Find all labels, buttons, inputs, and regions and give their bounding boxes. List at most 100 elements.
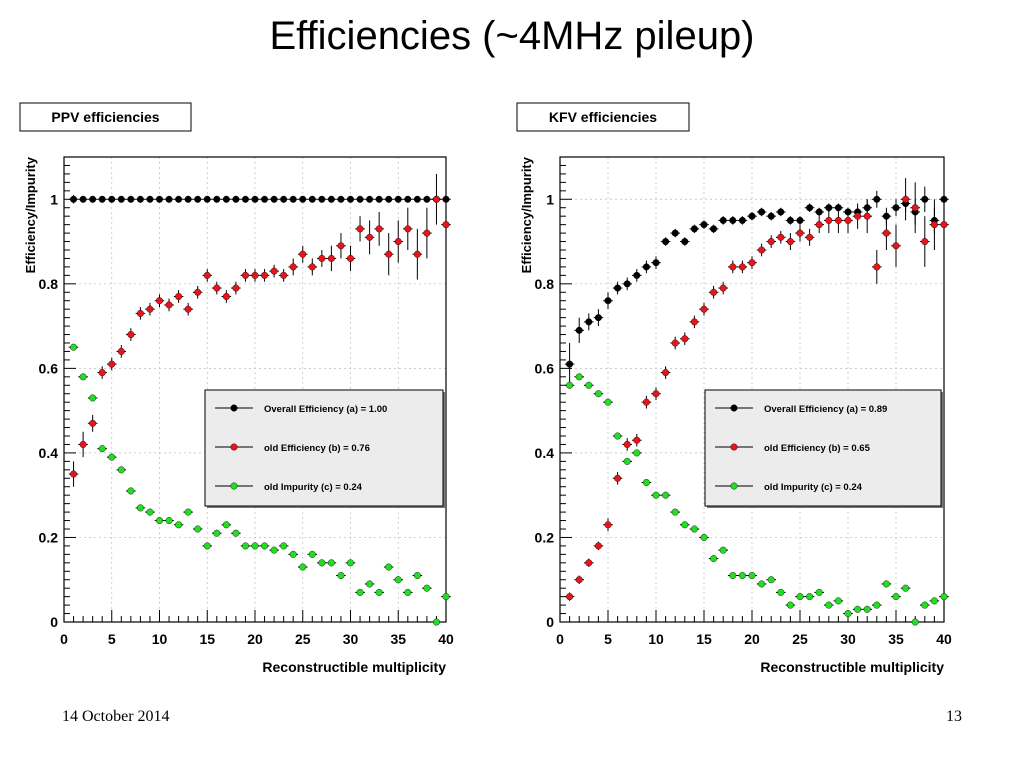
data-point: [767, 576, 775, 584]
data-point: [89, 419, 97, 427]
data-point: [681, 238, 689, 246]
data-point: [786, 601, 794, 609]
data-point: [413, 195, 421, 203]
legend-label: Overall Efficiency (a) = 1.00: [264, 404, 387, 415]
data-point: [136, 195, 144, 203]
data-point: [213, 284, 221, 292]
data-point: [155, 517, 163, 525]
data-point: [117, 195, 125, 203]
x-tick-label: 30: [840, 631, 856, 647]
data-point: [854, 212, 862, 220]
legend-box: [204, 389, 444, 507]
data-point: [222, 293, 230, 301]
data-point: [232, 195, 240, 203]
x-tick-label: 20: [744, 631, 760, 647]
data-point: [442, 221, 450, 229]
data-point: [241, 271, 249, 279]
chart-title-box: [19, 102, 192, 132]
data-point: [930, 597, 938, 605]
data-point: [146, 195, 154, 203]
data-point: [165, 301, 173, 309]
data-point: [241, 542, 249, 550]
data-point: [89, 394, 97, 402]
series-1: [68, 195, 451, 204]
data-point: [70, 470, 78, 478]
data-point: [873, 601, 881, 609]
data-point: [261, 271, 269, 279]
legend-label: old Impurity (c) = 0.24: [764, 482, 863, 493]
y-axis-label: Efficiency/Impurity: [23, 156, 38, 273]
data-point: [844, 216, 852, 224]
data-point: [155, 195, 163, 203]
data-point: [614, 284, 622, 292]
data-point: [213, 529, 221, 537]
data-point: [710, 555, 718, 563]
data-point: [165, 195, 173, 203]
data-point: [604, 521, 612, 529]
data-point: [892, 204, 900, 212]
series-1: [564, 186, 949, 386]
data-point: [299, 250, 307, 258]
data-point: [806, 593, 814, 601]
y-tick-label: 1: [50, 191, 58, 207]
data-point: [375, 195, 383, 203]
data-point: [834, 597, 842, 605]
data-point: [594, 390, 602, 398]
data-point: [796, 229, 804, 237]
data-point: [385, 563, 393, 571]
data-point: [700, 533, 708, 541]
series-2: [68, 173, 451, 487]
data-point: [710, 225, 718, 233]
data-point: [175, 521, 183, 529]
data-point: [251, 271, 259, 279]
legend-marker: [230, 404, 238, 412]
data-point: [566, 381, 574, 389]
data-point: [366, 580, 374, 588]
data-point: [786, 216, 794, 224]
data-point: [940, 593, 948, 601]
data-point: [117, 347, 125, 355]
data-point: [289, 263, 297, 271]
data-point: [261, 195, 269, 203]
data-point: [892, 242, 900, 250]
x-tick-label: 35: [888, 631, 904, 647]
y-tick-label: 0.4: [39, 445, 59, 461]
data-point: [308, 263, 316, 271]
y-tick-label: 0.6: [535, 360, 555, 376]
data-point: [719, 546, 727, 554]
series-2: [564, 178, 949, 601]
x-tick-label: 35: [390, 631, 406, 647]
x-tick-label: 20: [247, 631, 263, 647]
x-tick-label: 10: [152, 631, 168, 647]
data-point: [261, 542, 269, 550]
data-point: [241, 195, 249, 203]
data-point: [356, 225, 364, 233]
data-point: [394, 238, 402, 246]
data-point: [270, 267, 278, 275]
data-point: [299, 195, 307, 203]
data-point: [815, 588, 823, 596]
legend-box: [704, 389, 942, 507]
x-tick-label: 0: [556, 631, 564, 647]
y-tick-label: 1: [546, 191, 554, 207]
data-point: [423, 584, 431, 592]
chart-title-box: [516, 102, 690, 132]
x-tick-label: 40: [438, 631, 454, 647]
data-point: [719, 216, 727, 224]
data-point: [892, 593, 900, 601]
data-point: [671, 339, 679, 347]
data-point: [825, 216, 833, 224]
data-point: [767, 212, 775, 220]
data-point: [423, 195, 431, 203]
data-point: [146, 508, 154, 516]
data-point: [566, 360, 574, 368]
data-point: [911, 618, 919, 626]
data-point: [815, 221, 823, 229]
data-point: [700, 305, 708, 313]
data-point: [203, 195, 211, 203]
data-point: [700, 221, 708, 229]
data-point: [575, 373, 583, 381]
data-point: [585, 318, 593, 326]
data-point: [251, 195, 259, 203]
